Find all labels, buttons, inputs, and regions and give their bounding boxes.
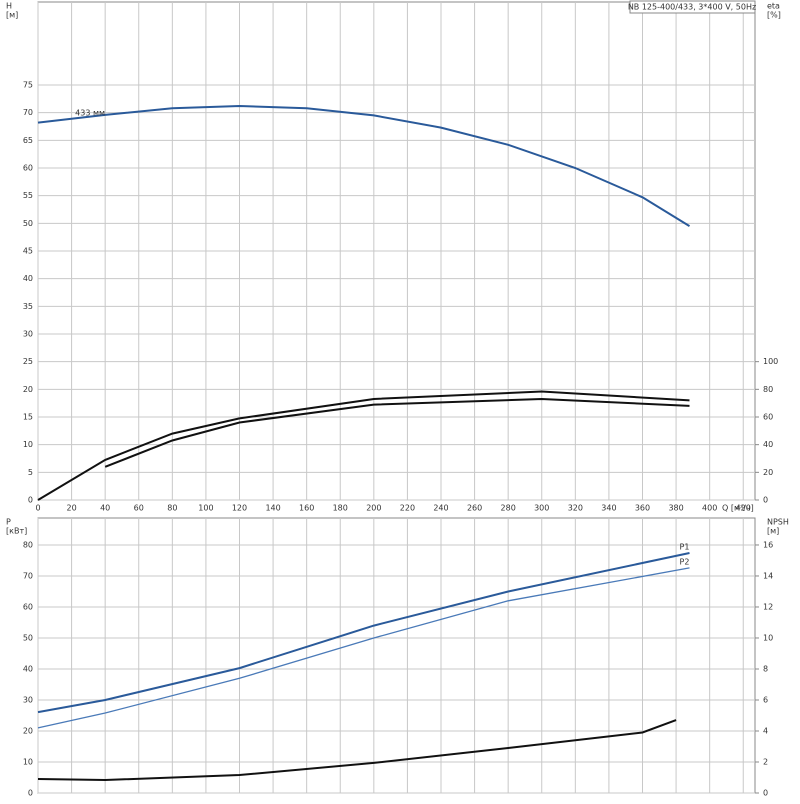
chart-title: NB 125-400/433, 3*400 V, 50Hz — [628, 3, 756, 12]
x-tick-label: 200 — [366, 504, 381, 513]
x-tick-label: 100 — [198, 504, 213, 513]
curve — [37, 552, 690, 714]
x-tick-label: 120 — [232, 504, 247, 513]
series-label: P1 — [680, 543, 690, 552]
y2-tick-label: 0 — [763, 789, 768, 798]
y2-tick-label: 6 — [763, 695, 768, 704]
y2-axis-label: eta — [767, 2, 780, 11]
series-label: P2 — [680, 557, 690, 566]
y-tick-label: 50 — [23, 219, 33, 228]
y-tick-label: 30 — [23, 330, 33, 339]
x-tick-label: 360 — [635, 504, 650, 513]
y2-tick-label: 0 — [763, 496, 768, 505]
y2-tick-label: 4 — [763, 726, 768, 735]
y-tick-label: 30 — [23, 695, 33, 704]
y-tick-label: 5 — [28, 468, 33, 477]
x-tick-label: 20 — [66, 504, 76, 513]
curve — [37, 390, 690, 501]
y-tick-label: 70 — [23, 571, 33, 580]
x-tick-label: 40 — [100, 504, 110, 513]
y-tick-label: 20 — [23, 385, 33, 394]
y-tick-label: 65 — [23, 136, 33, 145]
y-tick-label: 50 — [23, 633, 33, 642]
y-tick-label: 0 — [28, 496, 33, 505]
plot-frame — [37, 517, 756, 794]
x-tick-label: 400 — [702, 504, 717, 513]
curve — [37, 104, 691, 227]
x-tick-label: 260 — [467, 504, 482, 513]
y2-tick-label: 2 — [763, 757, 768, 766]
y-tick-label: 55 — [23, 191, 33, 200]
y-tick-label: 40 — [23, 664, 33, 673]
y2-tick-label: 20 — [763, 468, 773, 477]
y-tick-label: 40 — [23, 274, 33, 283]
title-box — [629, 0, 756, 14]
y-tick-label: 0 — [28, 789, 33, 798]
y-tick-label: 35 — [23, 302, 33, 311]
y2-tick-label: 60 — [763, 413, 773, 422]
y-tick-label: 10 — [23, 757, 33, 766]
curve — [37, 719, 677, 782]
y-axis-unit: [кВт] — [6, 527, 27, 536]
y2-axis-unit: [м] — [767, 527, 779, 536]
y-tick-label: 80 — [23, 540, 33, 549]
y2-tick-label: 12 — [763, 602, 773, 611]
y-axis-unit: [м] — [6, 11, 18, 20]
x-tick-label: 240 — [433, 504, 448, 513]
x-tick-label: 60 — [134, 504, 144, 513]
x-tick-label: 340 — [601, 504, 616, 513]
curve — [37, 567, 690, 729]
x-tick-label: 80 — [167, 504, 177, 513]
x-tick-label: 160 — [299, 504, 314, 513]
y-axis-label: H — [6, 2, 12, 11]
x-tick-label: 320 — [568, 504, 583, 513]
x-tick-label: 420 — [736, 504, 751, 513]
y2-tick-label: 80 — [763, 385, 773, 394]
y-tick-label: 75 — [23, 81, 33, 90]
y-tick-label: 25 — [23, 357, 33, 366]
y2-tick-label: 14 — [763, 571, 773, 580]
curve — [104, 397, 690, 468]
series-label: 433 мм — [75, 108, 105, 117]
x-tick-label: 280 — [501, 504, 516, 513]
y2-axis-label: NPSH — [767, 518, 789, 527]
x-tick-label: 380 — [668, 504, 683, 513]
y2-axis-unit: [%] — [767, 11, 781, 20]
y2-tick-label: 16 — [763, 540, 773, 549]
x-tick-label: 220 — [400, 504, 415, 513]
x-tick-label: 0 — [35, 504, 40, 513]
y-tick-label: 20 — [23, 726, 33, 735]
y-axis-label: P — [6, 518, 11, 527]
x-tick-label: 140 — [265, 504, 280, 513]
x-axis-label: Q [м³/ч] — [722, 504, 754, 513]
y2-tick-label: 10 — [763, 633, 773, 642]
x-tick-label: 180 — [333, 504, 348, 513]
y2-tick-label: 40 — [763, 440, 773, 449]
y2-tick-label: 8 — [763, 664, 768, 673]
y-tick-label: 70 — [23, 108, 33, 117]
y-tick-label: 60 — [23, 602, 33, 611]
y-tick-label: 60 — [23, 164, 33, 173]
y2-tick-label: 100 — [763, 357, 778, 366]
y-tick-label: 10 — [23, 440, 33, 449]
x-tick-label: 300 — [534, 504, 549, 513]
y-tick-label: 15 — [23, 413, 33, 422]
y-tick-label: 45 — [23, 247, 33, 256]
